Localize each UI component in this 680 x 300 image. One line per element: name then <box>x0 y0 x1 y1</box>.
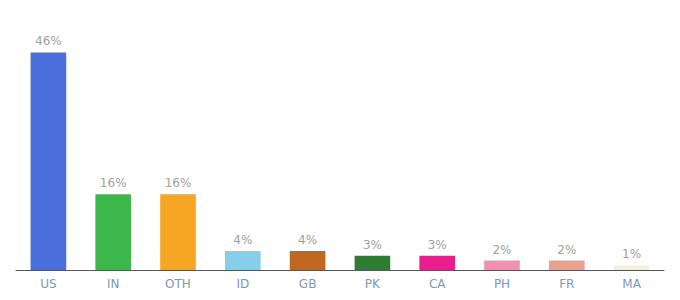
svg-text:PH: PH <box>494 277 510 291</box>
svg-text:2%: 2% <box>557 243 576 257</box>
svg-text:3%: 3% <box>363 238 382 252</box>
svg-text:US: US <box>40 277 56 291</box>
svg-text:16%: 16% <box>165 176 192 190</box>
svg-text:4%: 4% <box>233 233 252 247</box>
svg-text:16%: 16% <box>100 176 127 190</box>
svg-text:2%: 2% <box>492 243 511 257</box>
svg-text:IN: IN <box>107 277 120 291</box>
svg-text:CA: CA <box>429 277 446 291</box>
svg-text:GB: GB <box>299 277 317 291</box>
svg-text:3%: 3% <box>428 238 447 252</box>
svg-text:4%: 4% <box>298 233 317 247</box>
svg-text:OTH: OTH <box>165 277 191 291</box>
svg-text:MA: MA <box>622 277 641 291</box>
svg-text:1%: 1% <box>622 247 641 261</box>
svg-text:PK: PK <box>365 277 381 291</box>
svg-text:FR: FR <box>559 277 574 291</box>
svg-text:ID: ID <box>236 277 249 291</box>
svg-text:46%: 46% <box>35 34 62 48</box>
